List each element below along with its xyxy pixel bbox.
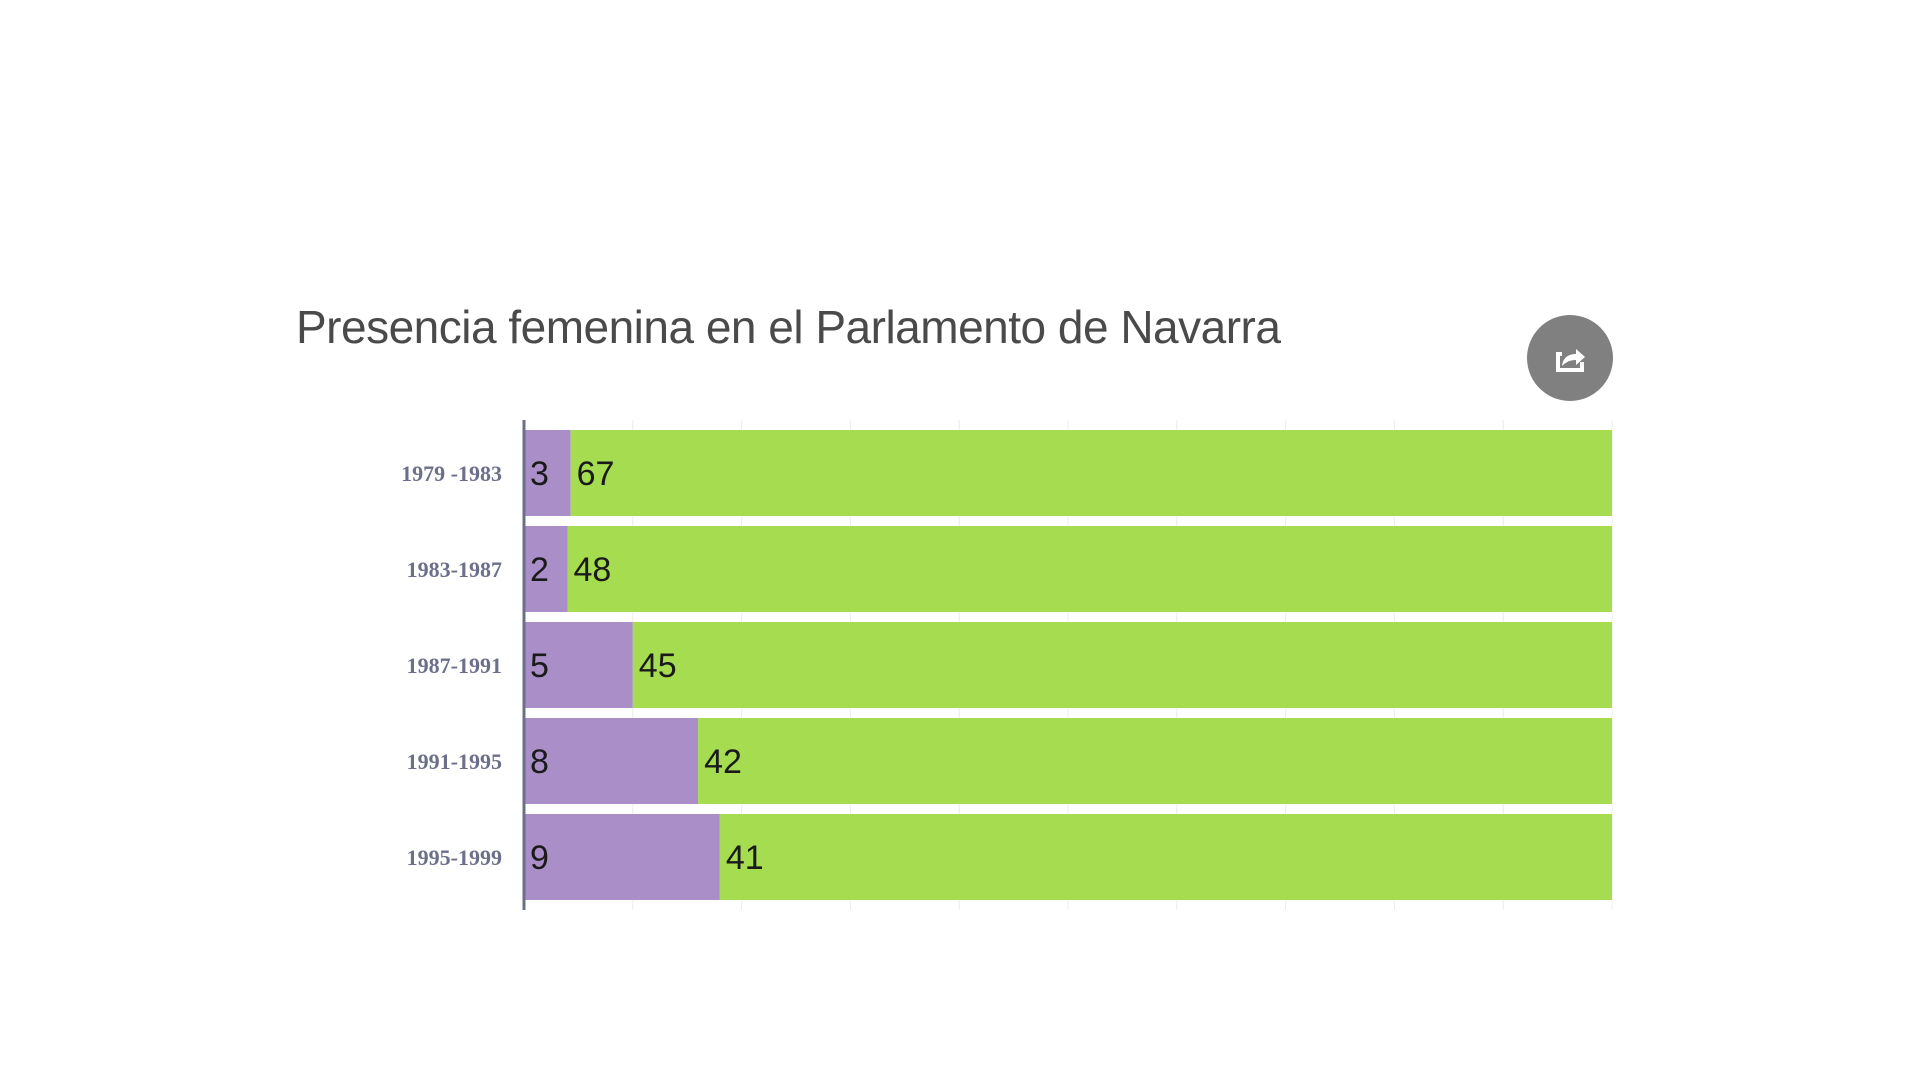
category-label: 1995-1999 [407, 845, 502, 870]
chart-title: Presencia femenina en el Parlamento de N… [296, 301, 1281, 353]
data-label: 5 [530, 647, 549, 685]
bar-segment [632, 622, 1612, 708]
data-label: 67 [577, 455, 615, 493]
share-button[interactable] [1527, 315, 1613, 401]
bar-segment [567, 526, 1612, 612]
data-label: 42 [704, 743, 742, 781]
data-label: 9 [530, 839, 549, 877]
share-icon [1556, 349, 1585, 372]
category-label: 1979 -1983 [401, 461, 502, 486]
bar-segment [524, 430, 571, 516]
data-label: 41 [726, 839, 764, 877]
data-label: 8 [530, 743, 549, 781]
bar-segment [524, 814, 720, 900]
data-label: 45 [639, 647, 677, 685]
bar-segment [719, 814, 1612, 900]
bar-segment [570, 430, 1612, 516]
bar-segment [698, 718, 1612, 804]
data-label: 2 [530, 551, 549, 589]
category-label: 1987-1991 [407, 653, 502, 678]
category-label: 1991-1995 [407, 749, 502, 774]
bar-segment [524, 526, 568, 612]
data-label: 3 [530, 455, 549, 493]
bar-segment [524, 718, 699, 804]
category-label: 1983-1987 [407, 557, 502, 582]
bar-segment [524, 622, 633, 708]
data-label: 48 [574, 551, 612, 589]
